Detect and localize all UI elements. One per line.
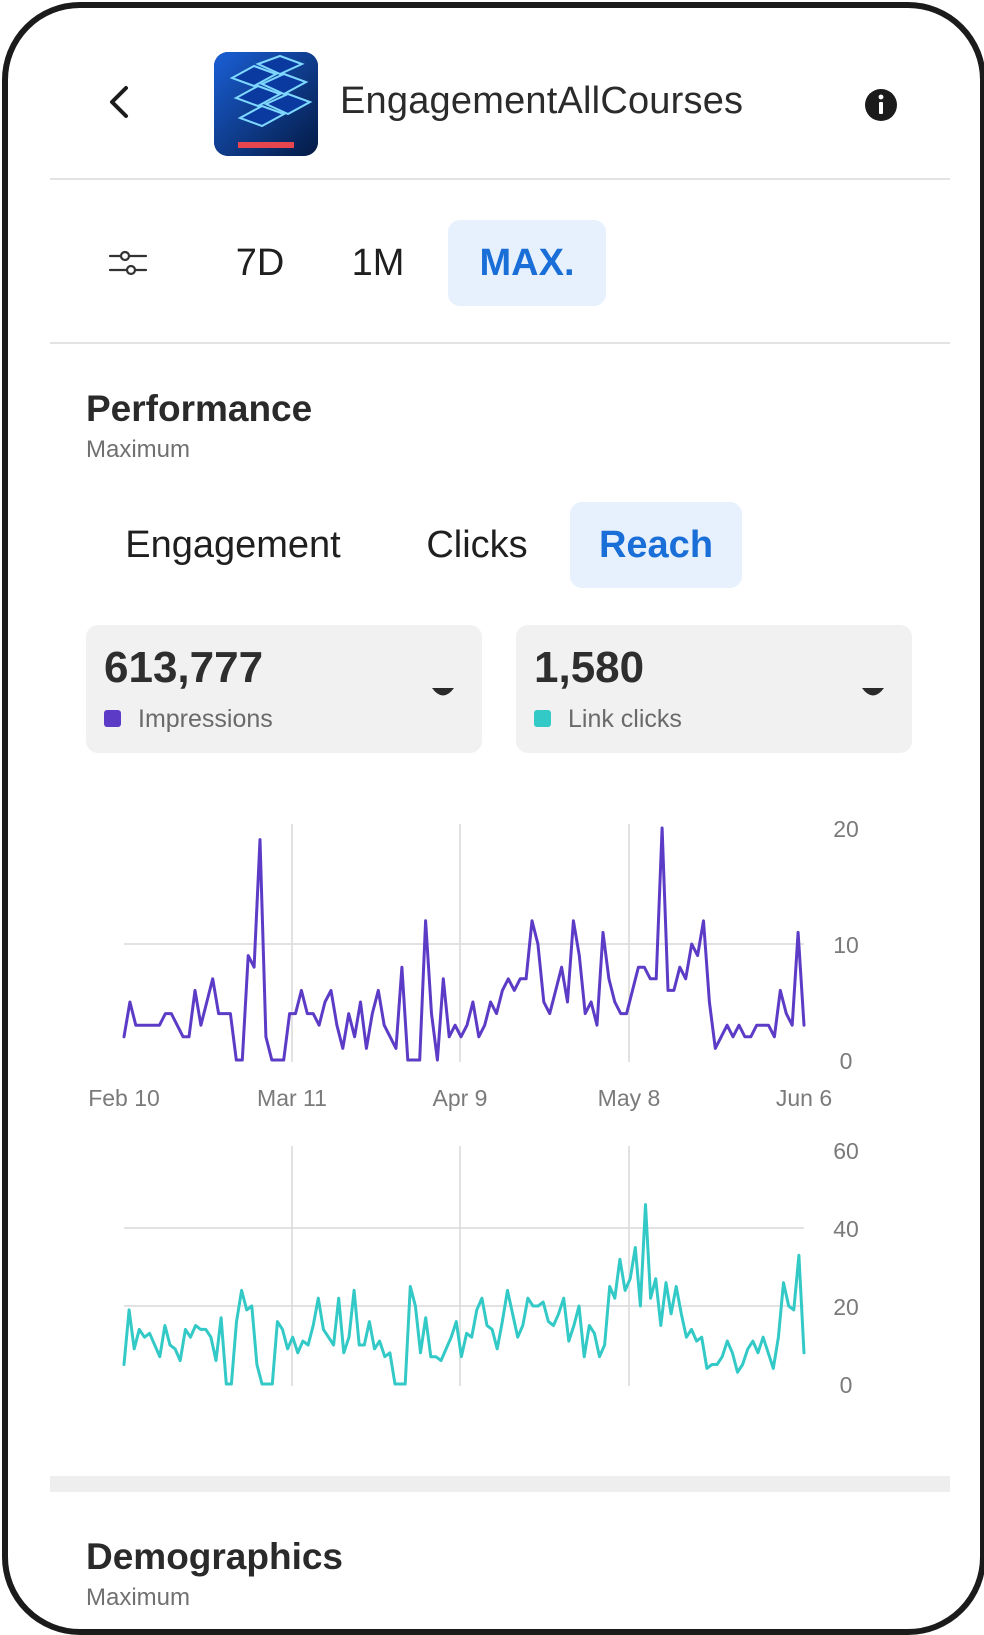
link-clicks-y-tick-label: 60	[833, 1138, 859, 1164]
impressions-x-tick-label: May 8	[598, 1085, 661, 1111]
link-clicks-y-tick-label: 20	[833, 1294, 859, 1320]
impressions-card[interactable]: 613,777 Impressions	[86, 625, 482, 753]
tab-engagement[interactable]: Engagement	[125, 524, 341, 566]
range-divider	[50, 342, 950, 344]
impressions-x-tick-label: Mar 11	[257, 1085, 327, 1111]
info-icon[interactable]	[864, 88, 898, 122]
performance-title: Performance	[86, 388, 313, 429]
impressions-label: Impressions	[138, 705, 273, 733]
link-clicks-y-tick-label: 0	[840, 1372, 853, 1398]
impressions-x-tick-label: Jun 6	[776, 1085, 832, 1111]
impressions-y-tick-label: 0	[840, 1048, 853, 1074]
link-clicks-legend-swatch	[534, 710, 551, 727]
link-clicks-series-line	[122, 1203, 806, 1386]
range-tab-max[interactable]: MAX.	[448, 220, 606, 306]
impressions-y-tick-label: 10	[833, 932, 859, 958]
tab-clicks[interactable]: Clicks	[426, 524, 528, 566]
caret-down-icon[interactable]	[860, 685, 886, 701]
demographics-title: Demographics	[86, 1536, 344, 1577]
tab-reach[interactable]: Reach	[570, 502, 742, 588]
range-tab-7d[interactable]: 7D	[235, 242, 285, 284]
range-tab-1m[interactable]: 1M	[351, 242, 405, 284]
impressions-value: 613,777	[104, 643, 264, 692]
caret-down-icon[interactable]	[430, 685, 456, 701]
link-clicks-y-tick-label: 40	[833, 1216, 859, 1242]
link-clicks-value: 1,580	[534, 643, 645, 692]
performance-subtitle: Maximum	[86, 436, 191, 463]
demographics-subtitle: Maximum	[86, 1584, 191, 1611]
page-title: EngagementAllCourses	[340, 80, 744, 122]
impressions-x-tick-label: Feb 10	[88, 1085, 160, 1111]
impressions-y-tick-label: 20	[833, 816, 859, 842]
chevron-left-icon[interactable]	[100, 82, 140, 122]
link-clicks-label: Link clicks	[568, 705, 682, 733]
impressions-series-line	[122, 826, 806, 1062]
filter-sliders-icon[interactable]	[108, 246, 148, 280]
impressions-legend-swatch	[104, 710, 121, 727]
header-divider	[50, 178, 950, 180]
link-clicks-line-chart: 0 20 40 60	[122, 1138, 859, 1398]
impressions-x-tick-label: Apr 9	[433, 1085, 488, 1111]
link-clicks-card[interactable]: 1,580 Link clicks	[516, 625, 912, 753]
page-avatar	[214, 52, 318, 156]
impressions-line-chart: 0 10 20 Feb 10 Mar 11 Apr 9 May 8 Jun 6	[88, 816, 859, 1111]
avatar-image	[214, 52, 318, 156]
section-separator	[50, 1476, 950, 1492]
